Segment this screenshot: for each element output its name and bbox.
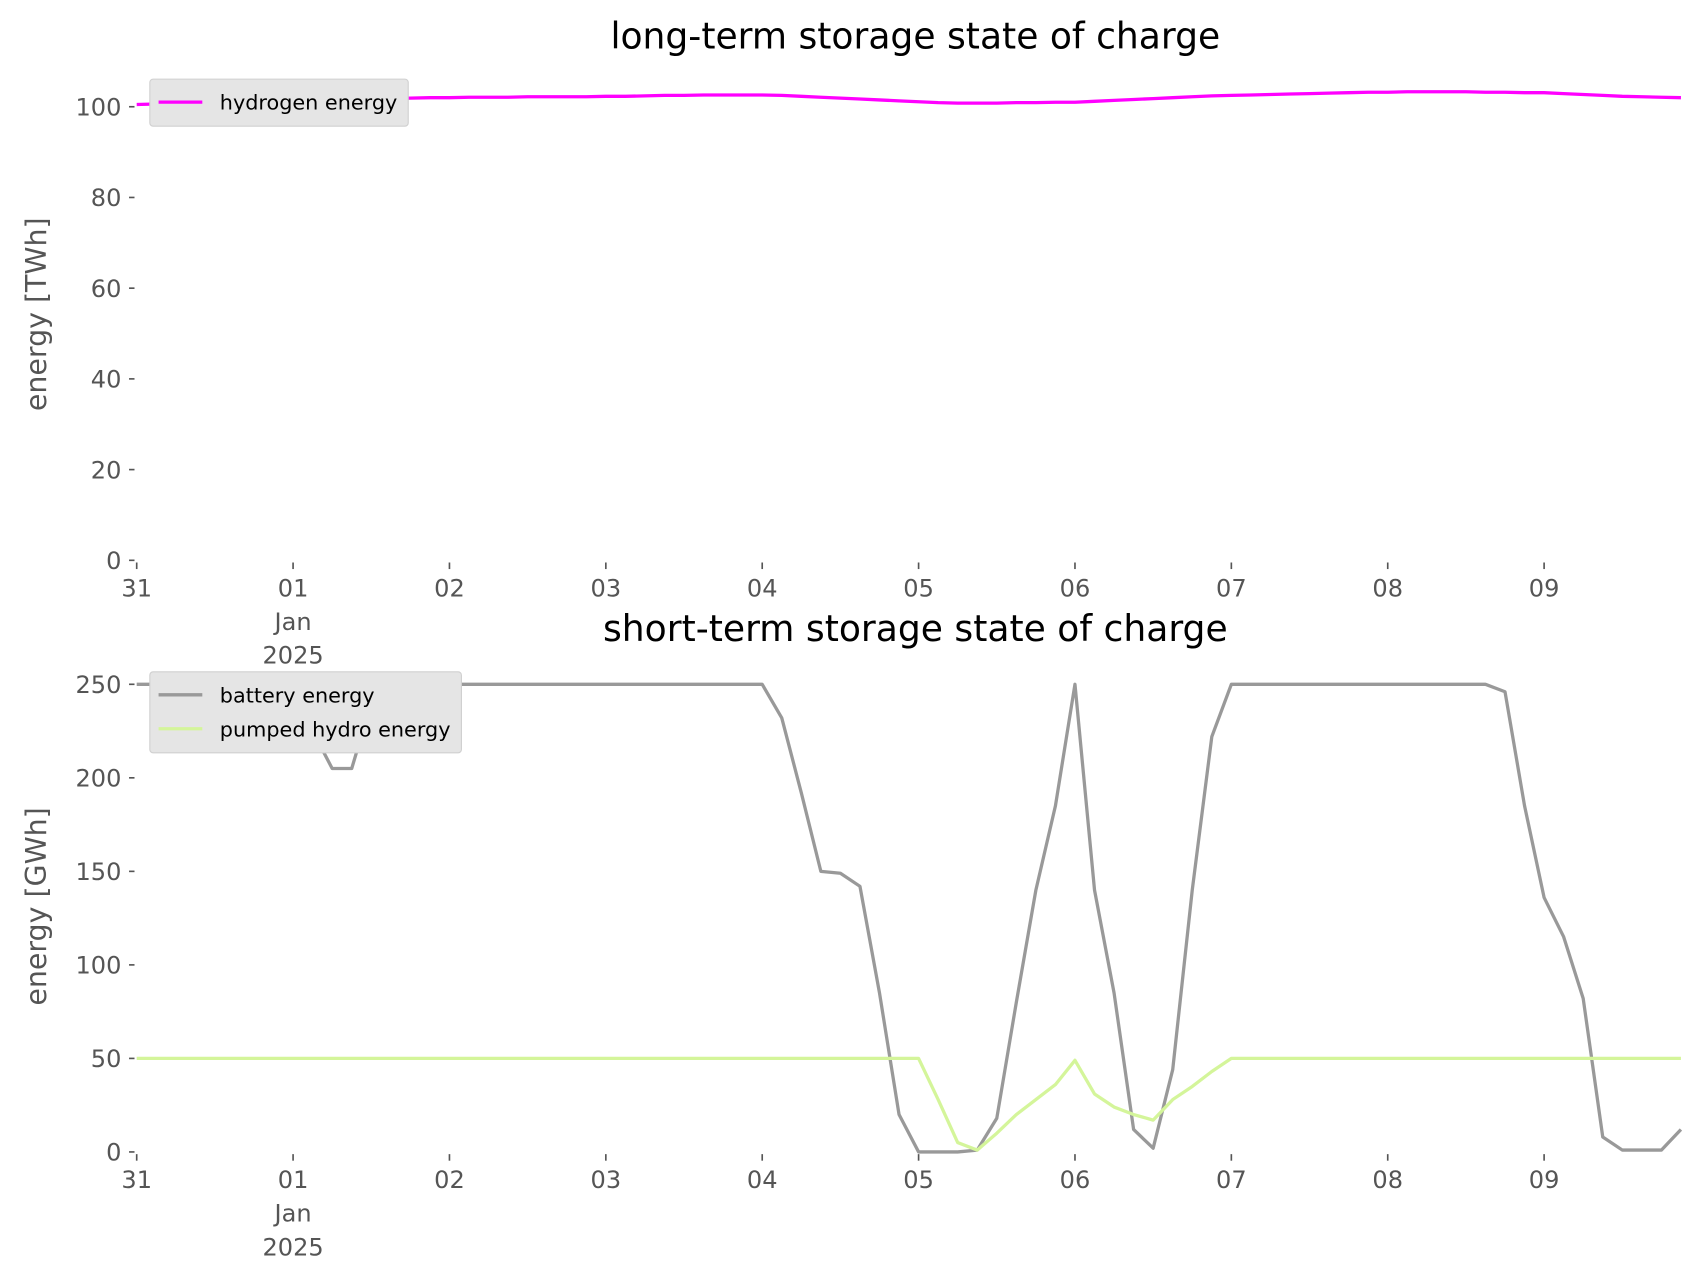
y-tick-label: 20	[91, 456, 122, 484]
x-tick-label: 08	[1372, 574, 1403, 602]
line-series	[136, 1056, 1681, 1152]
x-tick-label: 04	[747, 1166, 778, 1194]
y-tick-label: 250	[75, 671, 121, 699]
legend-label: battery energy	[220, 683, 375, 707]
y-tick-label: 0	[106, 547, 121, 575]
y-tick-label: 50	[91, 1045, 122, 1073]
chart-title: long-term storage state of charge	[610, 16, 1220, 58]
x-tick-label: 06	[1060, 1166, 1091, 1194]
x-tick-label: 05	[903, 574, 934, 602]
legend-label: pumped hydro energy	[220, 717, 451, 741]
y-tick-label: 150	[75, 858, 121, 886]
x-tick-label: 03	[591, 1166, 622, 1194]
y-tick-label: 60	[91, 275, 122, 303]
y-axis-label: energy [GWh]	[20, 807, 53, 1005]
y-tick-label: 40	[91, 366, 122, 394]
x-tick-label: 31	[121, 574, 152, 602]
x-tick-label: 05	[903, 1166, 934, 1194]
x-tick-label: 08	[1372, 1166, 1403, 1194]
x-tick-label: 06	[1060, 574, 1091, 602]
y-tick-label: 0	[106, 1139, 121, 1167]
legend-label: hydrogen energy	[220, 91, 398, 115]
x-tick-label: 02	[434, 574, 465, 602]
x-tick-label: 09	[1529, 574, 1560, 602]
y-tick-label: 80	[91, 184, 122, 212]
x-tick-label: 31	[121, 1166, 152, 1194]
x-tick-label: 07	[1216, 574, 1247, 602]
x-tick-label: 04	[747, 574, 778, 602]
legend-box	[149, 78, 409, 127]
x-tick-label: 03	[591, 574, 622, 602]
y-axis-label: energy [TWh]	[20, 217, 53, 411]
y-tick-label: 100	[75, 952, 121, 980]
x-tick-label: 07	[1216, 1166, 1247, 1194]
y-tick-label: 100	[75, 93, 121, 121]
legend-box	[149, 671, 462, 754]
x-tick-label: 02	[434, 1166, 465, 1194]
x-tick-label: 01 Jan 2025	[262, 1166, 323, 1261]
y-tick-label: 200	[75, 765, 121, 793]
x-tick-label: 09	[1529, 1166, 1560, 1194]
chart-title: short-term storage state of charge	[603, 608, 1228, 650]
line-series	[136, 682, 1683, 1154]
x-tick-label: 01 Jan 2025	[262, 574, 323, 669]
